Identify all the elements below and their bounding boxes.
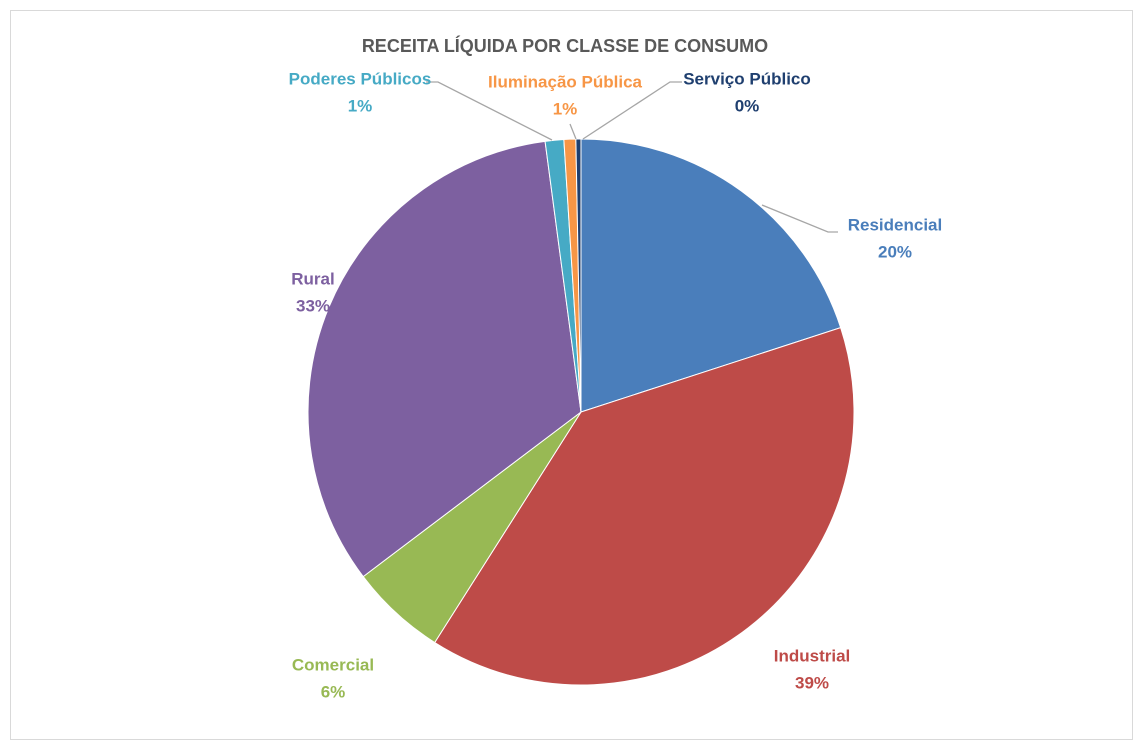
chart-title: RECEITA LÍQUIDA POR CLASSE DE CONSUMO bbox=[362, 35, 768, 56]
slice-value-label: 1% bbox=[553, 99, 578, 118]
pie-slice bbox=[434, 327, 855, 686]
slice-value-label: 0% bbox=[735, 96, 760, 115]
slice-value-label: 33% bbox=[296, 296, 330, 315]
slice-label: Serviço Público bbox=[683, 69, 811, 88]
slice-label: Iluminação Pública bbox=[488, 72, 643, 91]
pie-slice bbox=[307, 140, 582, 578]
slice-label: Residencial bbox=[848, 215, 943, 234]
slice-value-label: 39% bbox=[795, 673, 829, 692]
leader-line bbox=[426, 81, 553, 141]
slice-label: Industrial bbox=[774, 646, 851, 665]
slice-label: Poderes Públicos bbox=[289, 69, 432, 88]
slice-label: Comercial bbox=[292, 655, 374, 674]
leader-line bbox=[569, 123, 577, 140]
slice-value-label: 20% bbox=[878, 242, 912, 261]
slice-value-label: 6% bbox=[321, 682, 346, 701]
pie-slice bbox=[580, 138, 842, 413]
leader-line bbox=[761, 204, 838, 233]
slice-label: Rural bbox=[291, 269, 334, 288]
leader-line bbox=[582, 81, 682, 140]
slice-value-label: 1% bbox=[348, 96, 373, 115]
